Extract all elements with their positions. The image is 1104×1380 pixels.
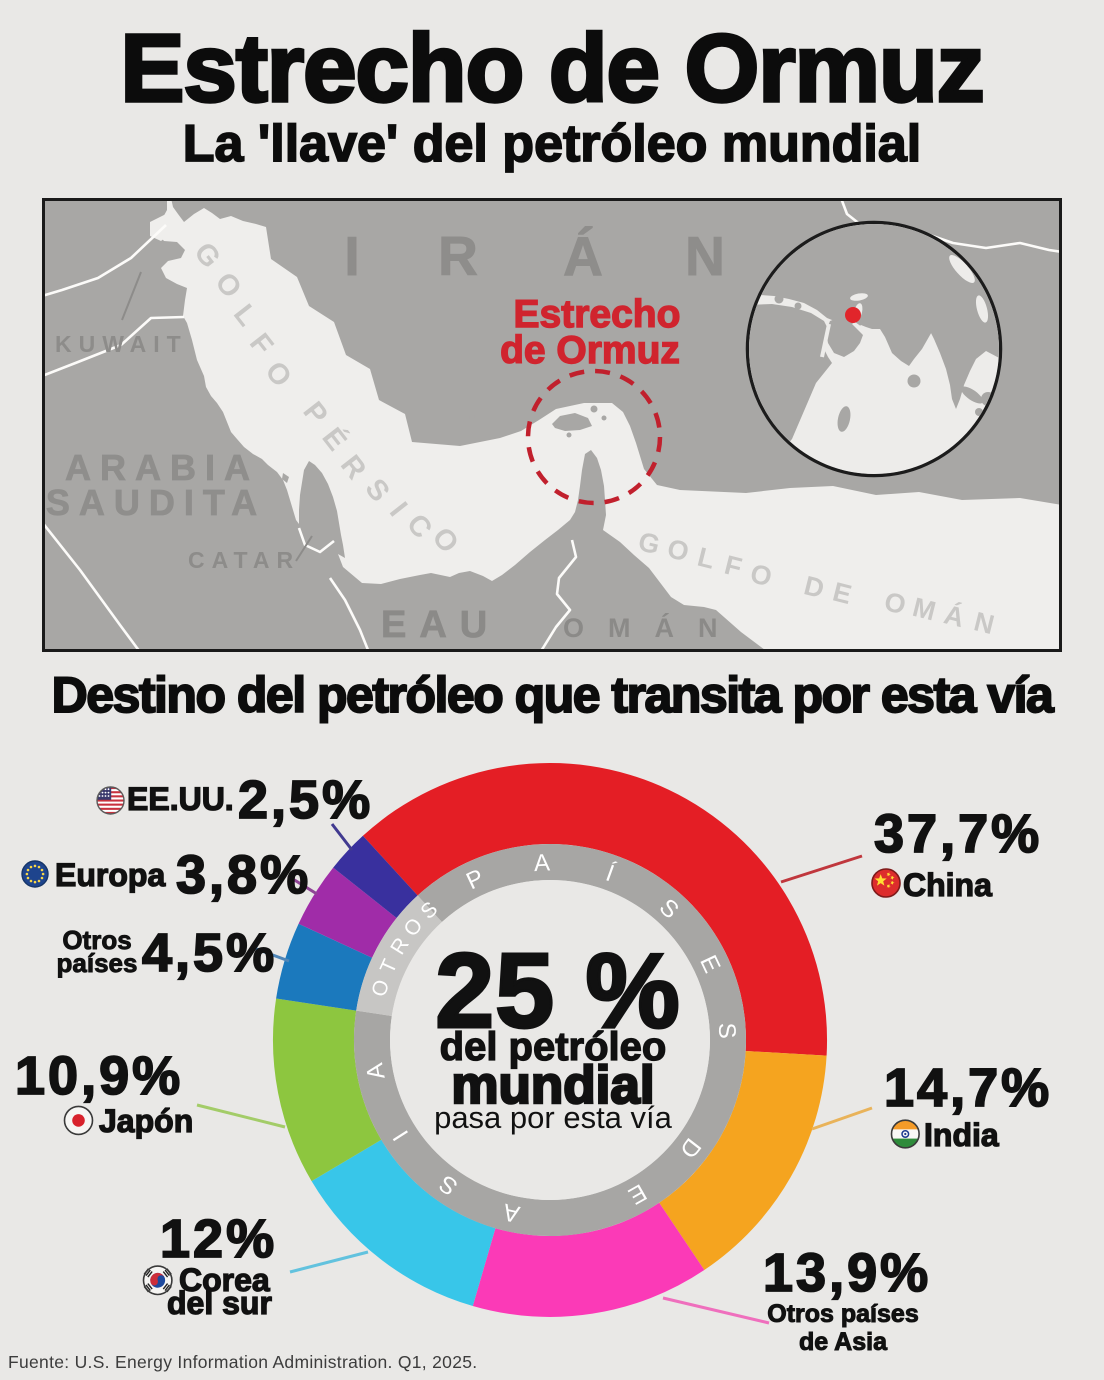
- svg-text:del sur: del sur: [167, 1285, 272, 1321]
- svg-text:CATAR: CATAR: [188, 547, 300, 573]
- svg-text:O: O: [367, 977, 394, 999]
- svg-text:Corea: Corea: [179, 1262, 270, 1298]
- svg-text:37,7%: 37,7%: [874, 804, 1042, 864]
- svg-text:de Ormuz: de Ormuz: [500, 329, 680, 372]
- svg-text:ARABIA: ARABIA: [65, 447, 259, 488]
- svg-text:India: India: [924, 1117, 999, 1153]
- svg-text:Otros países: Otros países: [767, 1300, 918, 1328]
- svg-text:Á: Á: [563, 225, 603, 287]
- svg-text:F: F: [722, 550, 745, 583]
- svg-text:R: R: [438, 225, 478, 287]
- svg-text:Estrecho: Estrecho: [514, 293, 681, 336]
- svg-text:EAU: EAU: [381, 604, 500, 646]
- svg-text:A: A: [361, 1061, 390, 1082]
- svg-text:10,9%: 10,9%: [15, 1046, 183, 1106]
- svg-text:L: L: [695, 542, 718, 575]
- svg-text:mundial: mundial: [451, 1056, 654, 1115]
- svg-text:países: países: [57, 948, 138, 978]
- svg-text:SAUDITA: SAUDITA: [46, 482, 266, 523]
- svg-text:KUWAIT: KUWAIT: [55, 331, 188, 357]
- svg-text:I: I: [344, 225, 359, 287]
- svg-text:Europa: Europa: [55, 857, 165, 893]
- svg-text:China: China: [903, 867, 992, 903]
- svg-text:2,5%: 2,5%: [238, 770, 373, 830]
- svg-text:pasa por esta vía: pasa por esta vía: [434, 1100, 673, 1135]
- svg-text:4,5%: 4,5%: [142, 923, 277, 983]
- svg-text:12%: 12%: [160, 1209, 277, 1269]
- svg-text:A: A: [533, 849, 550, 877]
- svg-text:14,7%: 14,7%: [884, 1058, 1052, 1118]
- svg-text:Japón: Japón: [99, 1103, 193, 1139]
- svg-text:OMÁN: OMÁN: [563, 612, 742, 643]
- svg-text:13,9%: 13,9%: [763, 1243, 931, 1303]
- svg-text:EE.UU.: EE.UU.: [127, 781, 234, 817]
- svg-text:N: N: [685, 225, 725, 287]
- svg-text:del petróleo: del petróleo: [440, 1025, 667, 1069]
- svg-text:S: S: [713, 1022, 741, 1039]
- svg-text:25 %: 25 %: [435, 932, 681, 1050]
- svg-text:3,8%: 3,8%: [176, 845, 311, 905]
- svg-text:A: A: [501, 1198, 523, 1228]
- svg-text:de Asia: de Asia: [799, 1328, 888, 1356]
- svg-text:Otros: Otros: [62, 925, 131, 955]
